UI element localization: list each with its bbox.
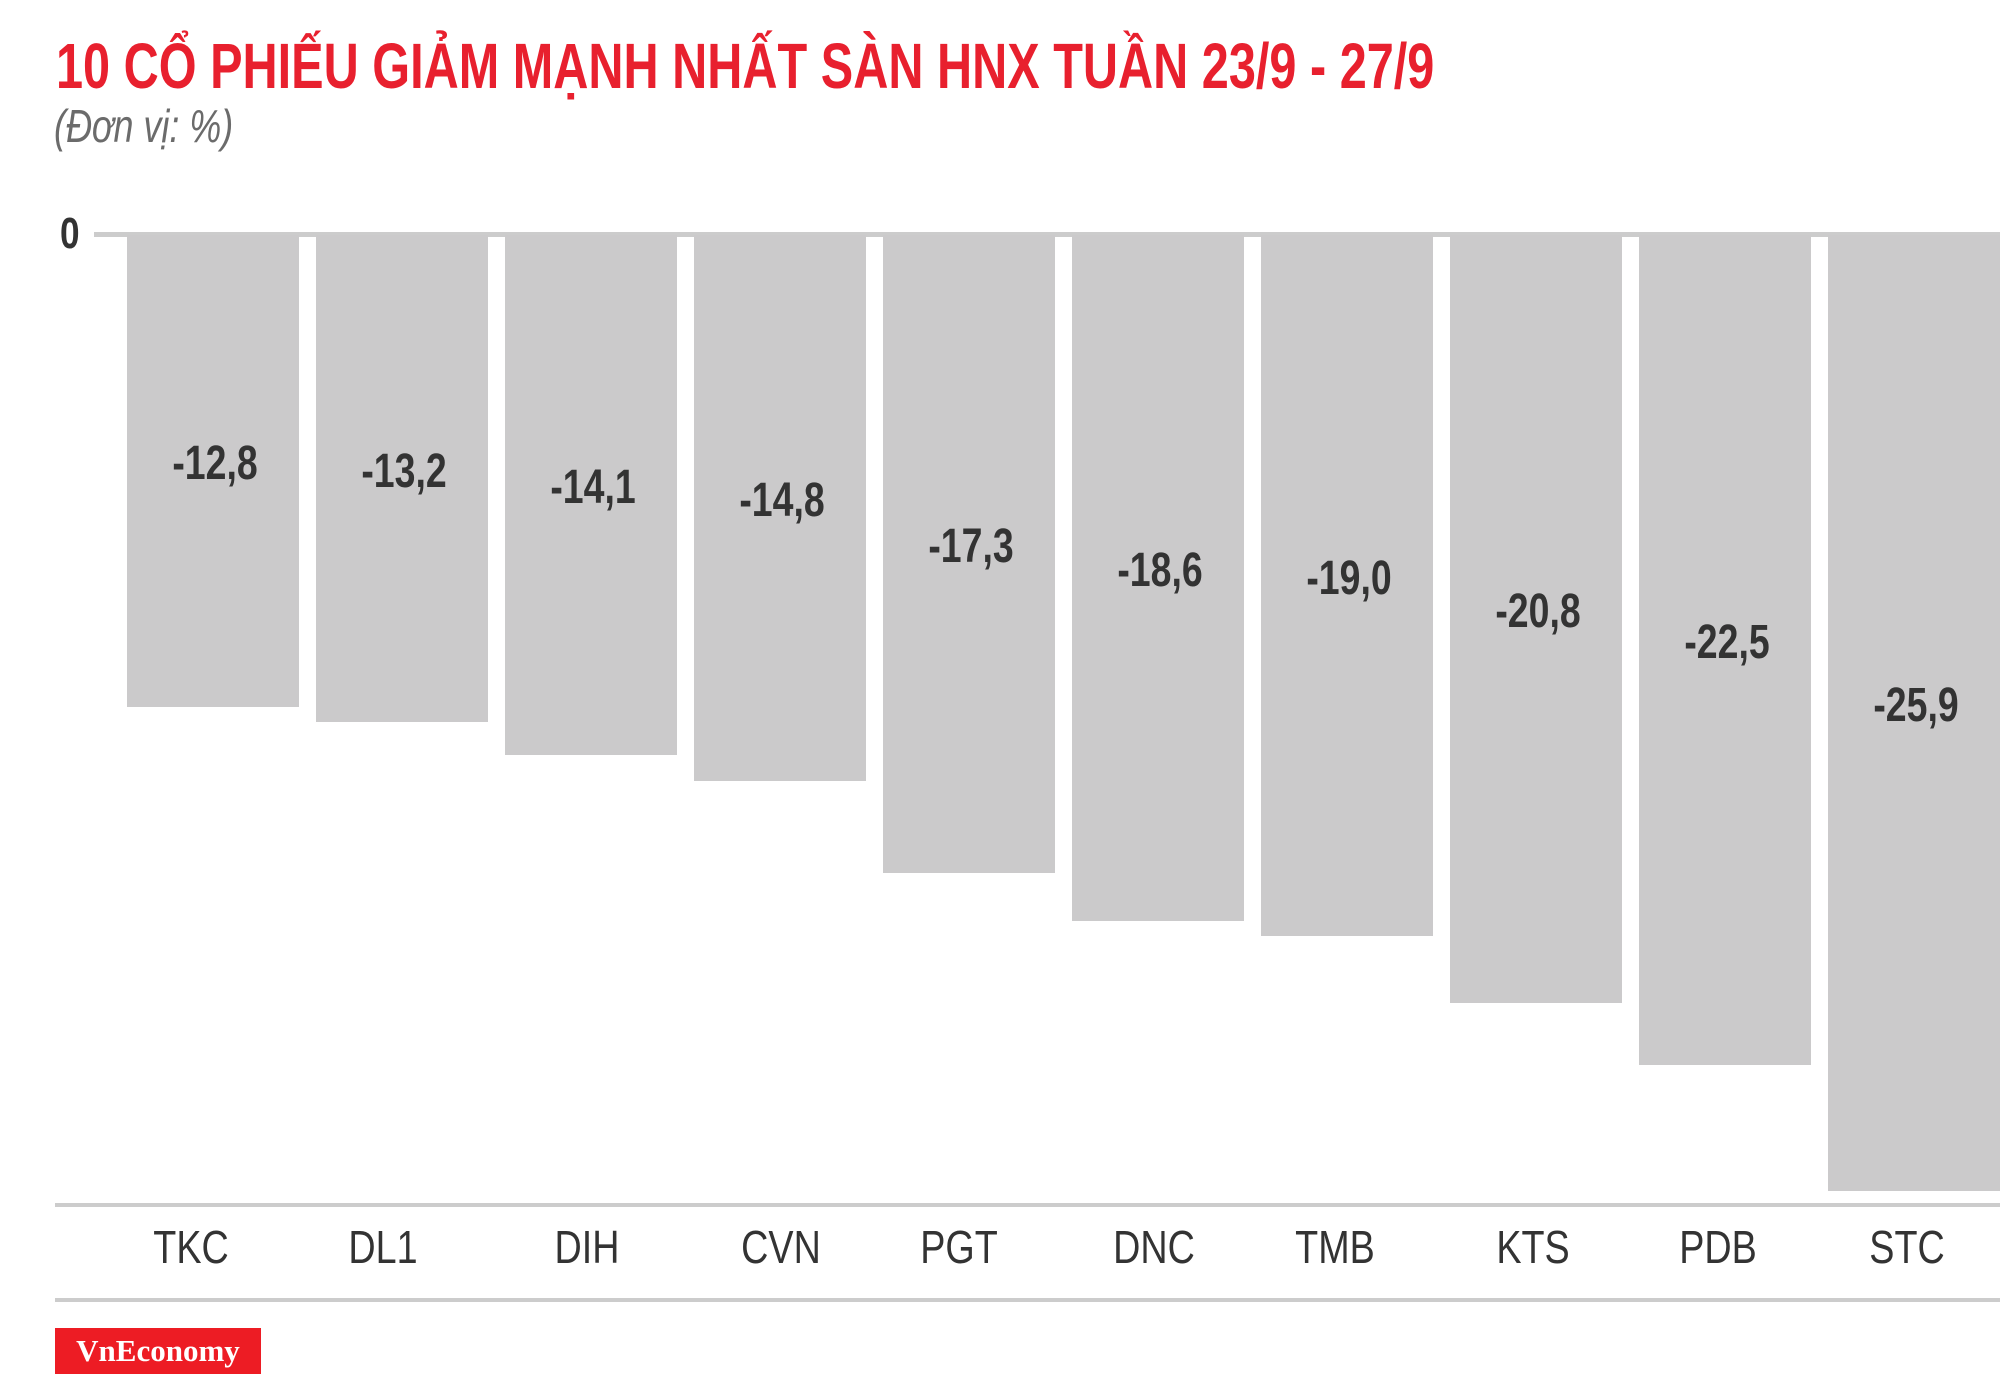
- bar-dnc: [1072, 235, 1244, 922]
- zero-baseline: [94, 232, 2000, 237]
- bar-pgt: [883, 235, 1055, 874]
- chart-title: 10 CỔ PHIẾU GIẢM MẠNH NHẤT SÀN HNX TUẦN …: [56, 30, 1435, 102]
- unit-subtitle: (Đơn vị: %): [54, 100, 234, 152]
- bar-dl1: [316, 235, 488, 723]
- value-label: -19,0: [1306, 551, 1392, 605]
- value-label: -20,8: [1495, 584, 1581, 638]
- value-label: -17,3: [928, 520, 1014, 574]
- bar-kts: [1450, 235, 1622, 1003]
- value-label: -18,6: [1117, 544, 1203, 598]
- category-label: PDB: [1679, 1221, 1757, 1273]
- category-label: DIH: [554, 1221, 620, 1273]
- bar-cvn: [694, 235, 866, 782]
- category-label: TMB: [1295, 1221, 1375, 1273]
- value-label: -14,8: [739, 474, 825, 528]
- value-label: -12,8: [172, 437, 258, 491]
- bar-pdb: [1639, 235, 1811, 1066]
- bar-stc: [1828, 235, 2000, 1191]
- category-label: PGT: [920, 1221, 998, 1273]
- x-axis-top-line: [55, 1203, 2000, 1207]
- x-axis-bottom-line: [55, 1298, 2000, 1302]
- value-label: -25,9: [1873, 678, 1959, 732]
- y-axis-zero-label: 0: [60, 209, 80, 258]
- category-label: TKC: [153, 1221, 229, 1273]
- bar-tkc: [127, 235, 299, 708]
- category-label: DL1: [348, 1221, 418, 1273]
- category-label: KTS: [1496, 1221, 1570, 1273]
- category-label: CVN: [741, 1221, 821, 1273]
- vneconomy-logo: VnEconomy: [55, 1328, 261, 1374]
- bar-tmb: [1261, 235, 1433, 937]
- value-label: -14,1: [550, 461, 636, 515]
- category-label: STC: [1869, 1221, 1945, 1273]
- value-label: -13,2: [361, 444, 447, 498]
- bar-dih: [505, 235, 677, 756]
- value-label: -22,5: [1684, 616, 1770, 670]
- category-label: DNC: [1113, 1221, 1195, 1273]
